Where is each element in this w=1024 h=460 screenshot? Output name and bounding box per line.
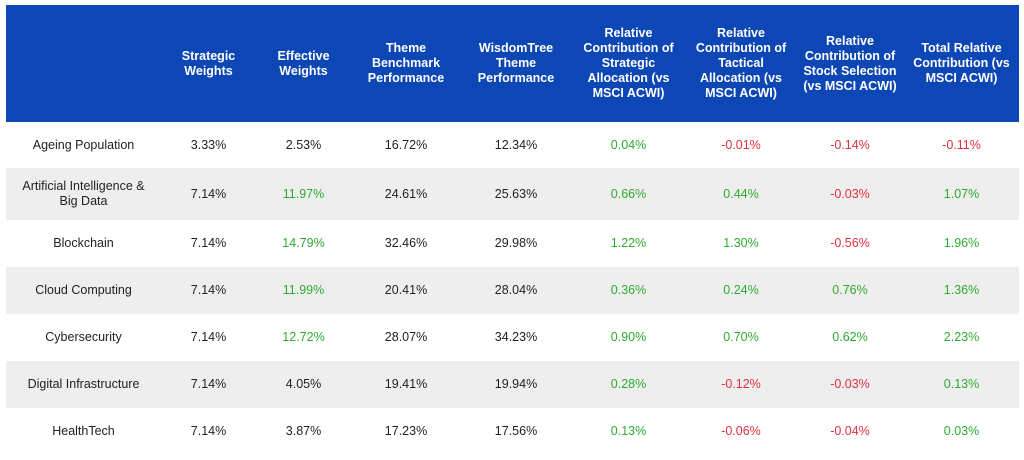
cell-tactical-allocation-contribution: 0.70% [723,330,759,344]
cell-total-relative-contribution: 2.23% [943,330,980,344]
cell-strategic-weight: 7.14% [190,424,227,438]
cell-stock-selection-contribution: -0.56% [830,236,870,250]
cell-benchmark-performance: 19.41% [351,361,461,408]
cell-benchmark-performance: 32.46% [384,236,428,250]
cell-tactical-allocation-contribution: 0.24% [686,267,796,314]
table-row: Ageing Population 3.33% 2.53% 16.72% 12.34% 0… [6,122,1019,168]
cell-benchmark-performance: 16.72% [384,137,428,152]
header-theme-benchmark-performance: Theme Benchmark Performance [351,5,461,122]
cell-effective-weight: 11.97% [256,168,351,220]
cell-stock-selection-contribution: -0.04% [830,424,870,438]
cell-tactical-allocation-contribution: 0.44% [686,168,796,220]
table-header-row: Strategic Weights Effective Weights Them… [6,5,1019,122]
cell-theme-name: Blockchain [53,236,114,250]
table-row: HealthTech 7.14% 3.87% 17.23% 17.56% 0.13% -0.… [6,408,1019,455]
cell-total-relative-contribution: 0.13% [904,361,1019,408]
cell-strategic-allocation-contribution: 1.22% [610,236,647,250]
cell-benchmark-performance: 24.61% [351,168,461,220]
cell-benchmark-performance: 20.41% [351,267,461,314]
cell-tactical-allocation-contribution: -0.01% [721,137,761,152]
cell-tactical-allocation-contribution: -0.12% [686,361,796,408]
cell-total-relative-contribution: 1.36% [904,267,1019,314]
cell-stock-selection-contribution: -0.03% [796,361,904,408]
cell-benchmark-performance: 17.23% [384,424,428,438]
cell-strategic-weight: 3.33% [190,137,227,152]
cell-effective-weight: 14.79% [282,236,325,250]
header-stock-selection-contribution: Relative Contribution of Stock Selection… [796,5,904,122]
cell-theme-name: Ageing Population [32,137,135,152]
cell-wisdomtree-performance: 28.04% [461,267,571,314]
table-row: Blockchain 7.14% 14.79% 32.46% 29.98% 1.22% 1.… [6,220,1019,267]
performance-attribution-table-container: Strategic Weights Effective Weights Them… [6,5,1019,455]
cell-strategic-weight: 7.14% [161,361,256,408]
cell-stock-selection-contribution: 0.76% [796,267,904,314]
cell-wisdomtree-performance: 29.98% [494,236,538,250]
cell-total-relative-contribution: -0.11% [942,137,981,152]
cell-strategic-allocation-contribution: 0.13% [610,424,647,438]
cell-effective-weight: 11.99% [256,267,351,314]
cell-tactical-allocation-contribution: -0.06% [721,424,761,438]
performance-attribution-table: Strategic Weights Effective Weights Them… [6,5,1019,455]
header-strategic-allocation-contribution: Relative Contribution of Strategic Alloc… [571,5,686,122]
cell-effective-weight: 4.05% [256,361,351,408]
table-body: Ageing Population 3.33% 2.53% 16.72% 12.34% 0… [6,122,1019,455]
cell-theme-name: Artificial Intelligence & Big Data [6,168,161,220]
header-strategic-weights: Strategic Weights [161,5,256,122]
cell-wisdomtree-performance: 12.34% [494,137,538,152]
cell-total-relative-contribution: 1.96% [943,236,980,250]
cell-strategic-allocation-contribution: 0.36% [571,267,686,314]
header-tactical-allocation-contribution: Relative Contribution of Tactical Alloca… [686,5,796,122]
table-row: Cloud Computing 7.14% 11.99% 20.41% 28.04% 0.… [6,267,1019,314]
cell-strategic-allocation-contribution: 0.28% [571,361,686,408]
cell-strategic-allocation-contribution: 0.90% [610,330,647,344]
cell-strategic-weight: 7.14% [190,236,227,250]
cell-strategic-weight: 7.14% [161,168,256,220]
header-theme [6,5,161,122]
cell-effective-weight: 12.72% [282,330,325,344]
cell-wisdomtree-performance: 34.23% [494,330,538,344]
cell-theme-name: Cybersecurity [45,330,122,344]
cell-total-relative-contribution: 1.07% [904,168,1019,220]
cell-wisdomtree-performance: 25.63% [461,168,571,220]
cell-wisdomtree-performance: 19.94% [461,361,571,408]
cell-tactical-allocation-contribution: 1.30% [723,236,759,250]
cell-benchmark-performance: 28.07% [384,330,428,344]
header-effective-weights: Effective Weights [256,5,351,122]
cell-strategic-weight: 7.14% [161,267,256,314]
cell-total-relative-contribution: 0.03% [943,424,980,438]
header-wisdomtree-theme-performance: WisdomTree Theme Performance [461,5,571,122]
table-row: Digital Infrastructure 7.14% 4.05% 19.41% 19… [6,361,1019,408]
header-total-relative-contribution: Total Relative Contribution (vs MSCI ACW… [904,5,1019,122]
cell-theme-name: Cloud Computing [6,267,161,314]
cell-effective-weight: 3.87% [285,424,322,438]
cell-theme-name: Digital Infrastructure [6,361,161,408]
cell-stock-selection-contribution: -0.03% [796,168,904,220]
cell-strategic-allocation-contribution: 0.04% [610,137,647,152]
cell-stock-selection-contribution: -0.14% [830,137,870,152]
cell-theme-name: HealthTech [52,424,115,438]
cell-strategic-weight: 7.14% [190,330,227,344]
cell-wisdomtree-performance: 17.56% [494,424,538,438]
table-row: Artificial Intelligence & Big Data 7.14% 1… [6,168,1019,220]
cell-effective-weight: 2.53% [285,137,322,152]
cell-stock-selection-contribution: 0.62% [832,330,868,344]
cell-strategic-allocation-contribution: 0.66% [571,168,686,220]
table-row: Cybersecurity 7.14% 12.72% 28.07% 34.23% 0.90… [6,314,1019,361]
